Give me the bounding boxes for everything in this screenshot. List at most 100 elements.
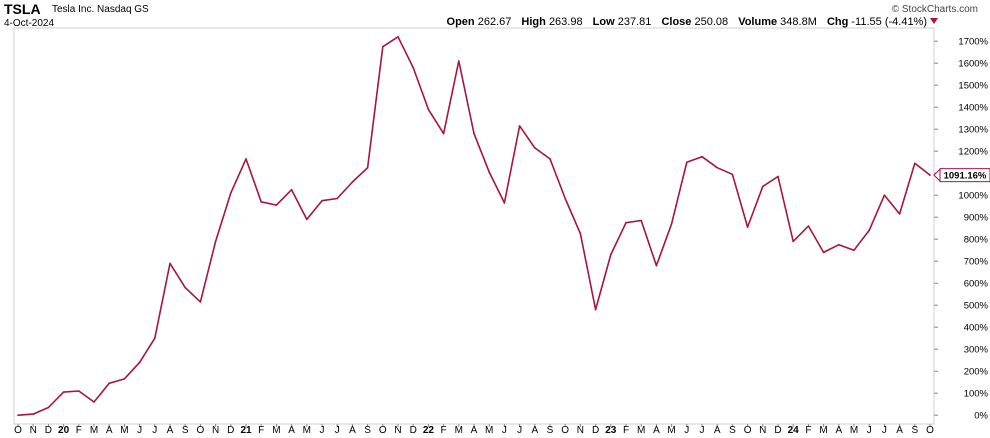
data-point — [731, 173, 734, 176]
low-value: 237.81 — [617, 16, 652, 28]
x-tick-label: J — [320, 425, 325, 436]
x-tick-label: N — [577, 425, 584, 436]
y-tick-label: 1700% — [958, 37, 988, 48]
x-tick-label: M — [303, 425, 311, 436]
y-tick-label: 1200% — [958, 147, 988, 158]
chg-label: Chg — [826, 16, 849, 28]
data-point — [518, 125, 521, 127]
last-value-box — [939, 168, 990, 183]
data-point — [321, 199, 323, 202]
x-tick-label: A — [471, 425, 478, 436]
y-tick-label: 900% — [964, 213, 989, 224]
x-tick-label: A — [653, 425, 660, 436]
volume-label: Volume — [738, 16, 778, 28]
low-label: Low — [592, 16, 615, 28]
data-point — [47, 406, 50, 409]
x-tick-label: N — [759, 425, 766, 436]
data-point — [868, 229, 870, 232]
data-point — [594, 308, 597, 311]
x-tick-label: N — [30, 425, 37, 436]
x-tick-label: O — [926, 425, 934, 436]
x-tick-label: D — [410, 425, 417, 436]
y-tick-label: 800% — [964, 235, 989, 246]
x-tick-label: J — [684, 425, 689, 436]
x-tick-label: N — [212, 425, 219, 436]
data-point — [442, 132, 445, 135]
y-tick-label: 100% — [964, 389, 989, 400]
data-point — [306, 218, 308, 221]
data-point — [898, 213, 901, 215]
data-point — [397, 36, 399, 38]
data-point — [579, 232, 582, 235]
x-tick-label: M — [667, 425, 675, 436]
y-tick-label: 0% — [974, 411, 988, 422]
data-point — [184, 286, 186, 289]
x-tick-label: S — [729, 425, 736, 436]
x-tick-label: F — [805, 425, 811, 436]
data-point — [230, 192, 232, 194]
data-point — [670, 223, 673, 225]
y-tick-label: 700% — [964, 257, 989, 268]
data-point — [564, 197, 566, 200]
data-point — [214, 240, 217, 243]
data-point — [807, 225, 810, 227]
y-tick-label: 1400% — [958, 103, 988, 114]
high-label: High — [521, 16, 546, 28]
x-tick-label: O — [561, 425, 569, 436]
x-tick-label: A — [531, 425, 538, 436]
data-point — [549, 158, 551, 160]
x-tick-label: M — [819, 425, 827, 436]
data-point — [655, 264, 658, 267]
company-name: Tesla Inc. Nasdaq GS — [52, 4, 149, 15]
data-point — [838, 243, 840, 246]
data-point — [351, 181, 354, 183]
data-point — [62, 391, 65, 393]
x-tick-label: 20 — [58, 425, 70, 436]
data-point — [260, 201, 263, 203]
data-point — [169, 262, 171, 265]
data-point — [610, 253, 612, 256]
data-point — [473, 132, 475, 135]
y-tick-label: 400% — [964, 323, 989, 334]
data-point — [777, 175, 779, 178]
y-tick-label: 500% — [964, 301, 989, 312]
x-tick-label: N — [394, 425, 401, 436]
x-tick-label: F — [76, 425, 82, 436]
x-tick-label: A — [106, 425, 113, 436]
close-label: Close — [661, 16, 692, 28]
data-point — [366, 166, 369, 169]
data-point — [154, 337, 156, 340]
quote-bar: Open 262.67 High 263.98 Low 237.81 Close… — [447, 16, 938, 28]
data-point — [123, 378, 126, 380]
data-point — [929, 174, 931, 176]
data-point — [336, 197, 339, 200]
x-tick-label: S — [364, 425, 371, 436]
data-point — [412, 66, 415, 69]
x-tick-label: D — [592, 425, 599, 436]
x-tick-label: 23 — [605, 425, 617, 436]
x-tick-label: D — [45, 425, 52, 436]
data-point — [427, 108, 430, 111]
x-tick-label: F — [623, 425, 629, 436]
x-tick-label: J — [152, 425, 157, 436]
x-tick-label: 24 — [788, 425, 800, 436]
x-tick-label: M — [120, 425, 128, 436]
y-tick-label: 1300% — [958, 125, 988, 136]
data-point — [32, 413, 34, 415]
x-tick-label: M — [850, 425, 858, 436]
x-tick-label: A — [896, 425, 903, 436]
x-tick-label: S — [182, 425, 189, 436]
x-tick-label: J — [137, 425, 142, 436]
data-point — [701, 155, 703, 158]
data-point — [883, 194, 886, 196]
data-point — [78, 390, 80, 392]
high-value: 263.98 — [548, 16, 583, 28]
series-line — [17, 35, 931, 416]
company-label: Tesla Inc. — [52, 4, 95, 15]
x-tick-label: F — [441, 425, 447, 436]
x-tick-label: D — [227, 425, 234, 436]
data-point — [534, 147, 536, 149]
close-value: 250.08 — [694, 16, 729, 28]
data-point — [108, 382, 110, 385]
